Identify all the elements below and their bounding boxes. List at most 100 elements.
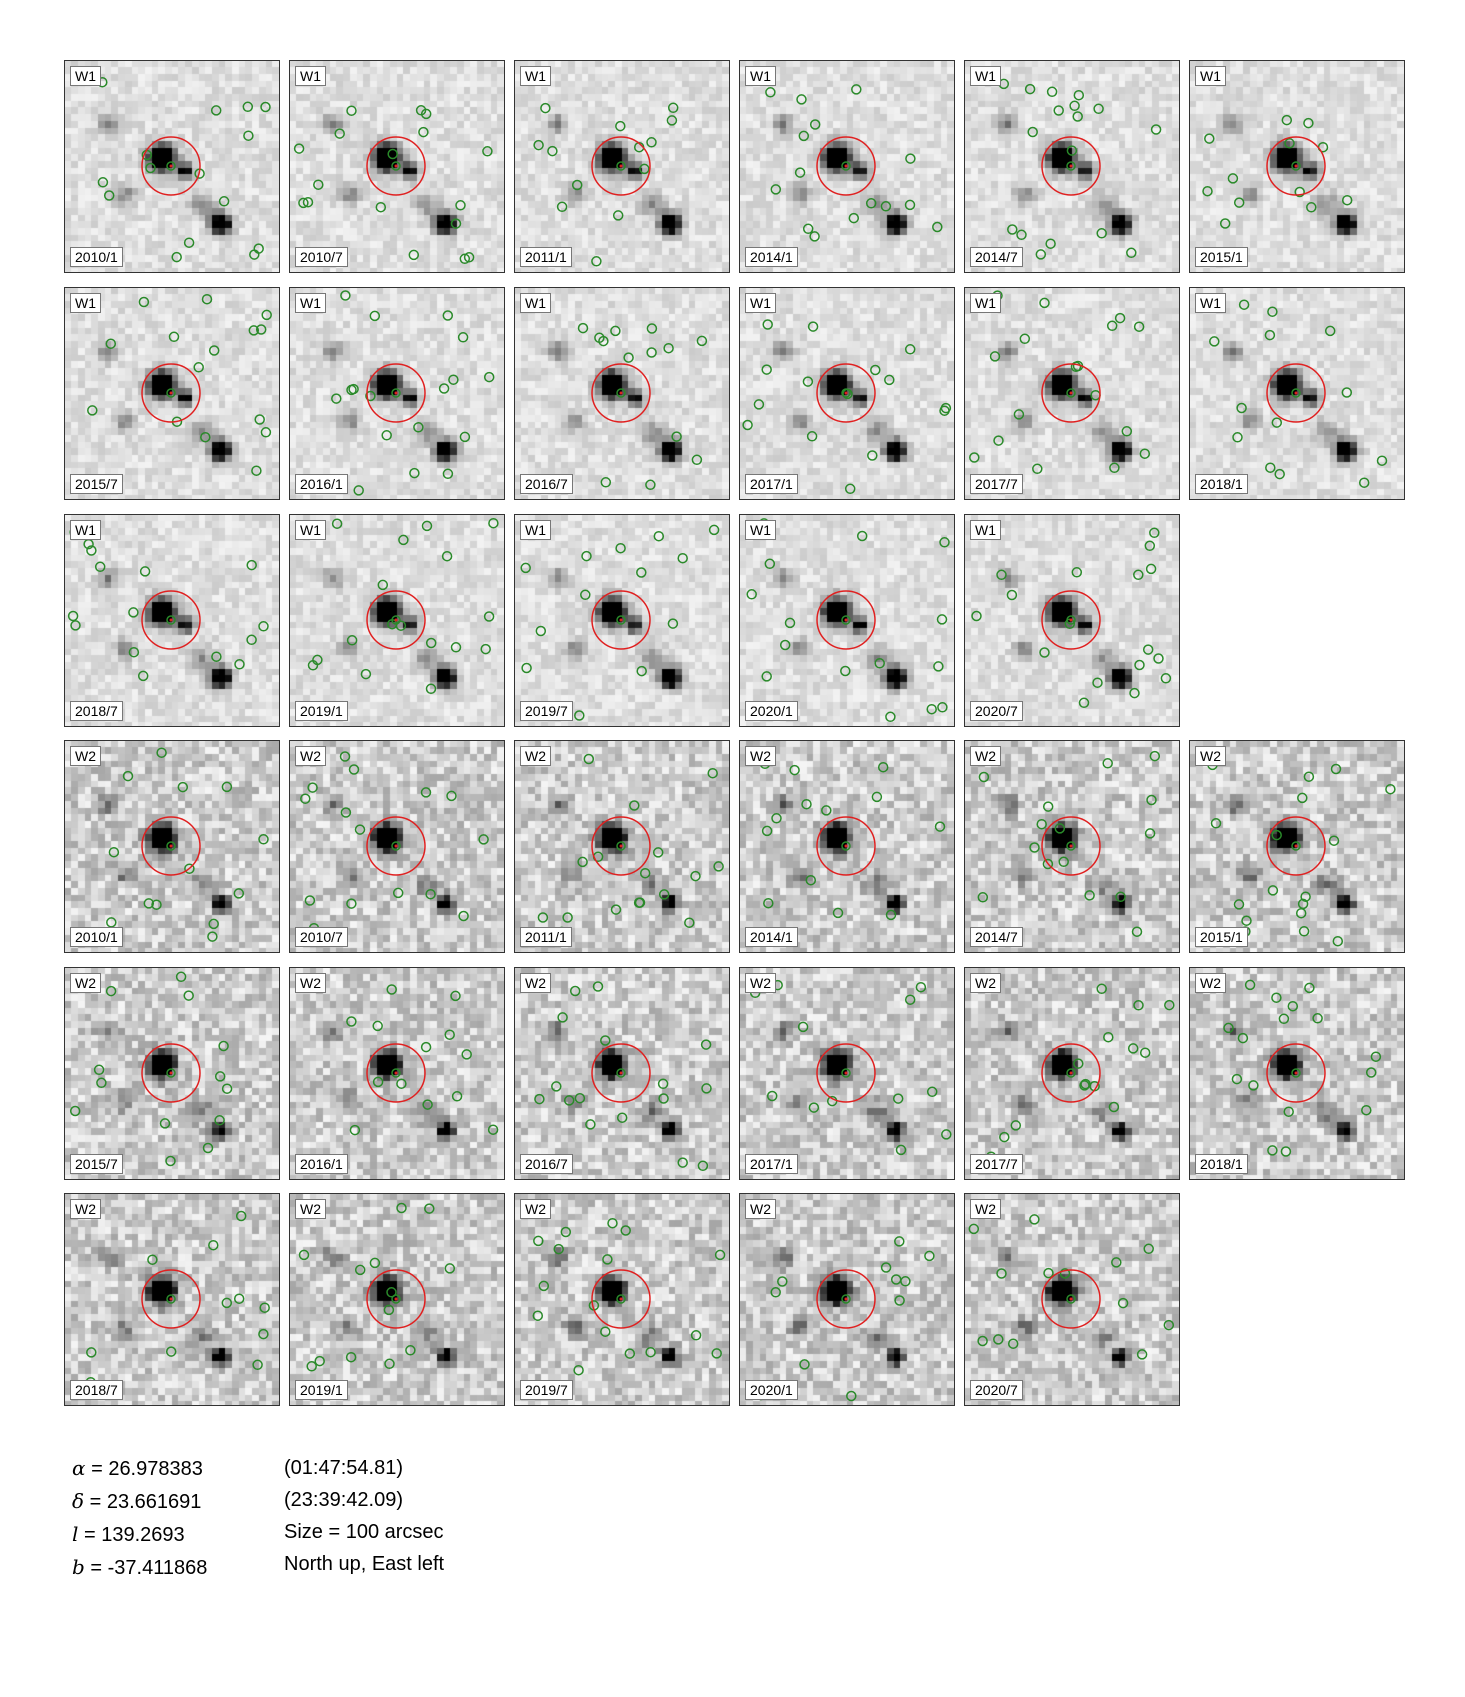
catalog-source-marker — [458, 910, 469, 922]
catalog-source-marker — [420, 1041, 432, 1053]
epoch-label: 2014/7 — [970, 247, 1023, 267]
catalog-source-marker — [571, 179, 583, 191]
cutout-panel: W2 2020/7 — [964, 1193, 1180, 1406]
catalog-source-marker — [996, 569, 1007, 581]
target-center-dot — [1069, 391, 1073, 395]
catalog-source-marker — [1032, 463, 1043, 475]
catalog-source-marker — [97, 177, 109, 188]
catalog-source-marker — [1281, 114, 1293, 126]
epoch-label: 2014/1 — [745, 247, 798, 267]
target-center-dot — [394, 1071, 398, 1075]
catalog-source-marker — [658, 889, 670, 900]
catalog-source-marker — [201, 293, 213, 305]
catalog-source-marker — [233, 1293, 245, 1304]
catalog-source-marker — [1043, 1267, 1054, 1279]
epoch-label: 2010/1 — [70, 247, 123, 267]
overlay-markers — [297, 975, 499, 1136]
target-source-marker — [391, 841, 401, 851]
catalog-source-marker — [1073, 89, 1085, 101]
catalog-source-marker — [1238, 299, 1250, 310]
catalog-source-marker — [86, 545, 97, 556]
catalog-source-marker — [851, 84, 862, 95]
target-source-marker — [616, 841, 626, 851]
catalog-source-marker — [128, 646, 140, 658]
catalog-source-marker — [208, 345, 220, 356]
catalog-source-marker — [461, 1049, 472, 1060]
band-label: W1 — [520, 66, 551, 86]
catalog-source-marker — [1096, 228, 1107, 239]
catalog-source-marker — [1236, 402, 1247, 414]
catalog-source-marker — [105, 985, 117, 997]
catalog-source-marker — [1027, 126, 1038, 138]
target-source-marker — [616, 388, 626, 398]
cutout-panel: W2 2010/7 — [289, 740, 505, 953]
catalog-source-marker — [254, 414, 265, 425]
catalog-source-marker — [421, 520, 433, 532]
catalog-source-marker — [1006, 589, 1018, 601]
catalog-source-marker — [540, 102, 551, 114]
catalog-source-marker — [978, 771, 990, 783]
target-aperture-circle — [366, 1269, 426, 1329]
coordinates-decimal: α = 26.978383 δ = 23.661691 l = 139.2693… — [72, 1452, 207, 1584]
catalog-source-marker — [840, 665, 851, 677]
catalog-source-marker — [924, 1250, 935, 1262]
catalog-source-marker — [574, 1092, 586, 1104]
catalog-source-marker — [553, 1243, 564, 1255]
catalog-source-marker — [377, 579, 389, 591]
catalog-source-marker — [1153, 653, 1164, 664]
catalog-source-marker — [771, 813, 782, 824]
overlay-markers — [1223, 979, 1382, 1157]
catalog-source-marker — [1280, 1146, 1292, 1157]
catalog-source-marker — [69, 1105, 81, 1117]
catalog-source-marker — [383, 1304, 395, 1316]
catalog-source-marker — [218, 196, 230, 207]
cutout-panel: W2 2011/1 — [514, 740, 730, 953]
catalog-source-marker — [532, 1310, 544, 1321]
catalog-source-marker — [214, 1115, 225, 1126]
catalog-source-marker — [933, 661, 944, 672]
catalog-source-marker — [1078, 697, 1090, 709]
catalog-source-marker — [143, 898, 155, 909]
overlay-markers — [985, 983, 1175, 1162]
catalog-source-marker — [1029, 1214, 1040, 1225]
epoch-label: 2016/7 — [520, 474, 573, 494]
catalog-source-marker — [870, 364, 881, 376]
catalog-source-marker — [165, 1155, 176, 1167]
catalog-source-marker — [1210, 818, 1222, 829]
catalog-source-marker — [538, 1280, 550, 1292]
catalog-source-marker — [894, 1295, 905, 1306]
target-aperture-circle — [591, 1269, 651, 1329]
catalog-source-marker — [653, 530, 665, 542]
catalog-source-marker — [890, 1274, 902, 1285]
catalog-source-marker — [556, 201, 568, 213]
target-source-marker — [391, 161, 401, 171]
catalog-source-marker — [177, 781, 189, 793]
catalog-source-marker — [108, 846, 120, 858]
epoch-label: 2018/1 — [1195, 1154, 1248, 1174]
catalog-source-marker — [450, 218, 462, 229]
overlay-markers — [67, 527, 269, 682]
cutout-panel: W2 2016/1 — [289, 967, 505, 1180]
catalog-source-marker — [577, 322, 589, 334]
catalog-source-marker — [1271, 417, 1283, 428]
catalog-source-marker — [809, 119, 821, 130]
overlay-markers — [746, 518, 950, 723]
catalog-source-marker — [1146, 794, 1157, 806]
cutout-panel: W2 2015/7 — [64, 967, 280, 1180]
catalog-source-marker — [1358, 477, 1370, 488]
catalog-source-marker — [346, 898, 357, 909]
target-source-marker — [166, 1068, 176, 1078]
catalog-source-marker — [1244, 979, 1256, 991]
catalog-source-marker — [562, 912, 573, 923]
band-label: W1 — [295, 66, 326, 86]
target-source-marker — [1066, 388, 1076, 398]
catalog-source-marker — [932, 221, 943, 233]
target-source-marker — [1066, 1068, 1076, 1078]
cutout-panel: W2 2016/7 — [514, 967, 730, 1180]
catalog-source-marker — [763, 897, 774, 909]
target-source-marker — [616, 161, 626, 171]
catalog-source-marker — [592, 981, 604, 992]
catalog-source-marker — [904, 344, 916, 355]
catalog-source-marker — [145, 162, 156, 174]
catalog-source-marker — [1066, 145, 1078, 156]
